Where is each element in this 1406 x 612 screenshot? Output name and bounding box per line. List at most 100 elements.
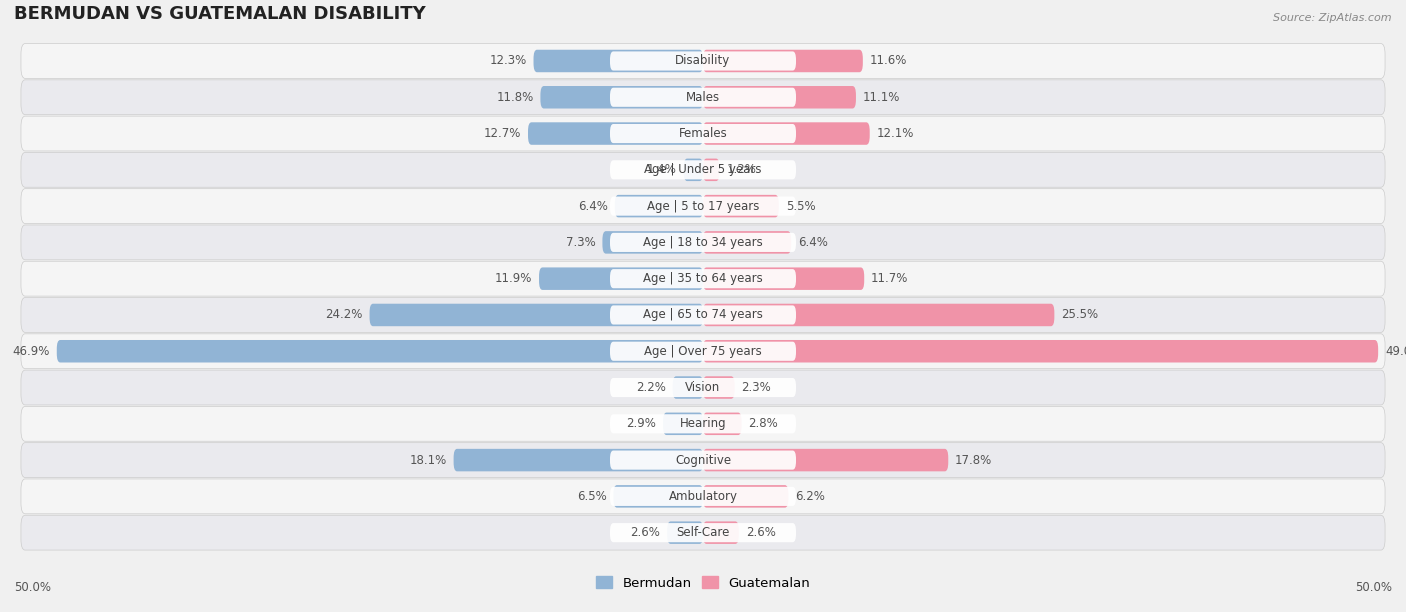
Text: 1.2%: 1.2% — [727, 163, 756, 176]
Text: 11.1%: 11.1% — [863, 91, 900, 104]
FancyBboxPatch shape — [703, 521, 738, 544]
Text: 5.5%: 5.5% — [786, 200, 815, 212]
FancyBboxPatch shape — [21, 370, 1385, 405]
Text: Age | 35 to 64 years: Age | 35 to 64 years — [643, 272, 763, 285]
FancyBboxPatch shape — [664, 412, 703, 435]
Text: 6.2%: 6.2% — [796, 490, 825, 503]
Text: 2.3%: 2.3% — [741, 381, 772, 394]
Text: Ambulatory: Ambulatory — [668, 490, 738, 503]
FancyBboxPatch shape — [610, 523, 796, 542]
FancyBboxPatch shape — [703, 231, 792, 253]
Text: Vision: Vision — [685, 381, 721, 394]
Text: Age | 5 to 17 years: Age | 5 to 17 years — [647, 200, 759, 212]
Text: Disability: Disability — [675, 54, 731, 67]
Text: Age | Over 75 years: Age | Over 75 years — [644, 345, 762, 358]
Text: Age | 18 to 34 years: Age | 18 to 34 years — [643, 236, 763, 249]
Text: 24.2%: 24.2% — [325, 308, 363, 321]
Text: Source: ZipAtlas.com: Source: ZipAtlas.com — [1274, 12, 1392, 23]
FancyBboxPatch shape — [529, 122, 703, 145]
Text: BERMUDAN VS GUATEMALAN DISABILITY: BERMUDAN VS GUATEMALAN DISABILITY — [14, 4, 426, 23]
FancyBboxPatch shape — [610, 414, 796, 433]
Text: Males: Males — [686, 91, 720, 104]
FancyBboxPatch shape — [21, 80, 1385, 114]
FancyBboxPatch shape — [703, 376, 735, 399]
FancyBboxPatch shape — [370, 304, 703, 326]
FancyBboxPatch shape — [614, 195, 703, 217]
FancyBboxPatch shape — [610, 450, 796, 469]
Text: 6.5%: 6.5% — [576, 490, 606, 503]
FancyBboxPatch shape — [610, 487, 796, 506]
Text: 11.9%: 11.9% — [495, 272, 531, 285]
FancyBboxPatch shape — [703, 304, 1054, 326]
Text: Hearing: Hearing — [679, 417, 727, 430]
Text: 12.7%: 12.7% — [484, 127, 522, 140]
FancyBboxPatch shape — [21, 43, 1385, 78]
FancyBboxPatch shape — [21, 406, 1385, 441]
FancyBboxPatch shape — [533, 50, 703, 72]
FancyBboxPatch shape — [21, 116, 1385, 151]
FancyBboxPatch shape — [454, 449, 703, 471]
Text: 11.7%: 11.7% — [872, 272, 908, 285]
FancyBboxPatch shape — [21, 152, 1385, 187]
FancyBboxPatch shape — [703, 122, 870, 145]
Text: Age | 65 to 74 years: Age | 65 to 74 years — [643, 308, 763, 321]
Text: 2.6%: 2.6% — [630, 526, 661, 539]
Text: 11.6%: 11.6% — [870, 54, 907, 67]
Text: 18.1%: 18.1% — [409, 453, 447, 466]
FancyBboxPatch shape — [703, 485, 789, 507]
Text: 50.0%: 50.0% — [1355, 581, 1392, 594]
Text: 11.8%: 11.8% — [496, 91, 533, 104]
Text: 46.9%: 46.9% — [13, 345, 49, 358]
FancyBboxPatch shape — [703, 412, 741, 435]
FancyBboxPatch shape — [683, 159, 703, 181]
Text: Females: Females — [679, 127, 727, 140]
FancyBboxPatch shape — [538, 267, 703, 290]
FancyBboxPatch shape — [703, 86, 856, 108]
FancyBboxPatch shape — [21, 261, 1385, 296]
FancyBboxPatch shape — [21, 297, 1385, 332]
Text: 50.0%: 50.0% — [14, 581, 51, 594]
FancyBboxPatch shape — [21, 225, 1385, 260]
FancyBboxPatch shape — [610, 269, 796, 288]
Text: 2.6%: 2.6% — [745, 526, 776, 539]
FancyBboxPatch shape — [540, 86, 703, 108]
FancyBboxPatch shape — [610, 378, 796, 397]
FancyBboxPatch shape — [668, 521, 703, 544]
Text: 2.9%: 2.9% — [626, 417, 657, 430]
FancyBboxPatch shape — [672, 376, 703, 399]
Text: 17.8%: 17.8% — [955, 453, 993, 466]
Text: 12.1%: 12.1% — [876, 127, 914, 140]
FancyBboxPatch shape — [703, 50, 863, 72]
Text: 25.5%: 25.5% — [1062, 308, 1098, 321]
Text: 12.3%: 12.3% — [489, 54, 527, 67]
FancyBboxPatch shape — [610, 124, 796, 143]
Text: 49.0%: 49.0% — [1385, 345, 1406, 358]
FancyBboxPatch shape — [21, 442, 1385, 477]
FancyBboxPatch shape — [703, 267, 865, 290]
Text: 6.4%: 6.4% — [799, 236, 828, 249]
FancyBboxPatch shape — [21, 515, 1385, 550]
FancyBboxPatch shape — [703, 340, 1378, 362]
Legend: Bermudan, Guatemalan: Bermudan, Guatemalan — [591, 571, 815, 595]
FancyBboxPatch shape — [610, 305, 796, 324]
FancyBboxPatch shape — [610, 341, 796, 361]
FancyBboxPatch shape — [602, 231, 703, 253]
FancyBboxPatch shape — [703, 159, 720, 181]
FancyBboxPatch shape — [613, 485, 703, 507]
FancyBboxPatch shape — [610, 196, 796, 215]
Text: 2.8%: 2.8% — [748, 417, 778, 430]
FancyBboxPatch shape — [21, 188, 1385, 223]
Text: Cognitive: Cognitive — [675, 453, 731, 466]
FancyBboxPatch shape — [56, 340, 703, 362]
FancyBboxPatch shape — [610, 160, 796, 179]
FancyBboxPatch shape — [610, 88, 796, 107]
FancyBboxPatch shape — [703, 449, 948, 471]
Text: Self-Care: Self-Care — [676, 526, 730, 539]
FancyBboxPatch shape — [21, 479, 1385, 514]
Text: 7.3%: 7.3% — [565, 236, 596, 249]
Text: 1.4%: 1.4% — [647, 163, 676, 176]
FancyBboxPatch shape — [21, 334, 1385, 368]
Text: 2.2%: 2.2% — [636, 381, 666, 394]
FancyBboxPatch shape — [610, 233, 796, 252]
Text: Age | Under 5 years: Age | Under 5 years — [644, 163, 762, 176]
